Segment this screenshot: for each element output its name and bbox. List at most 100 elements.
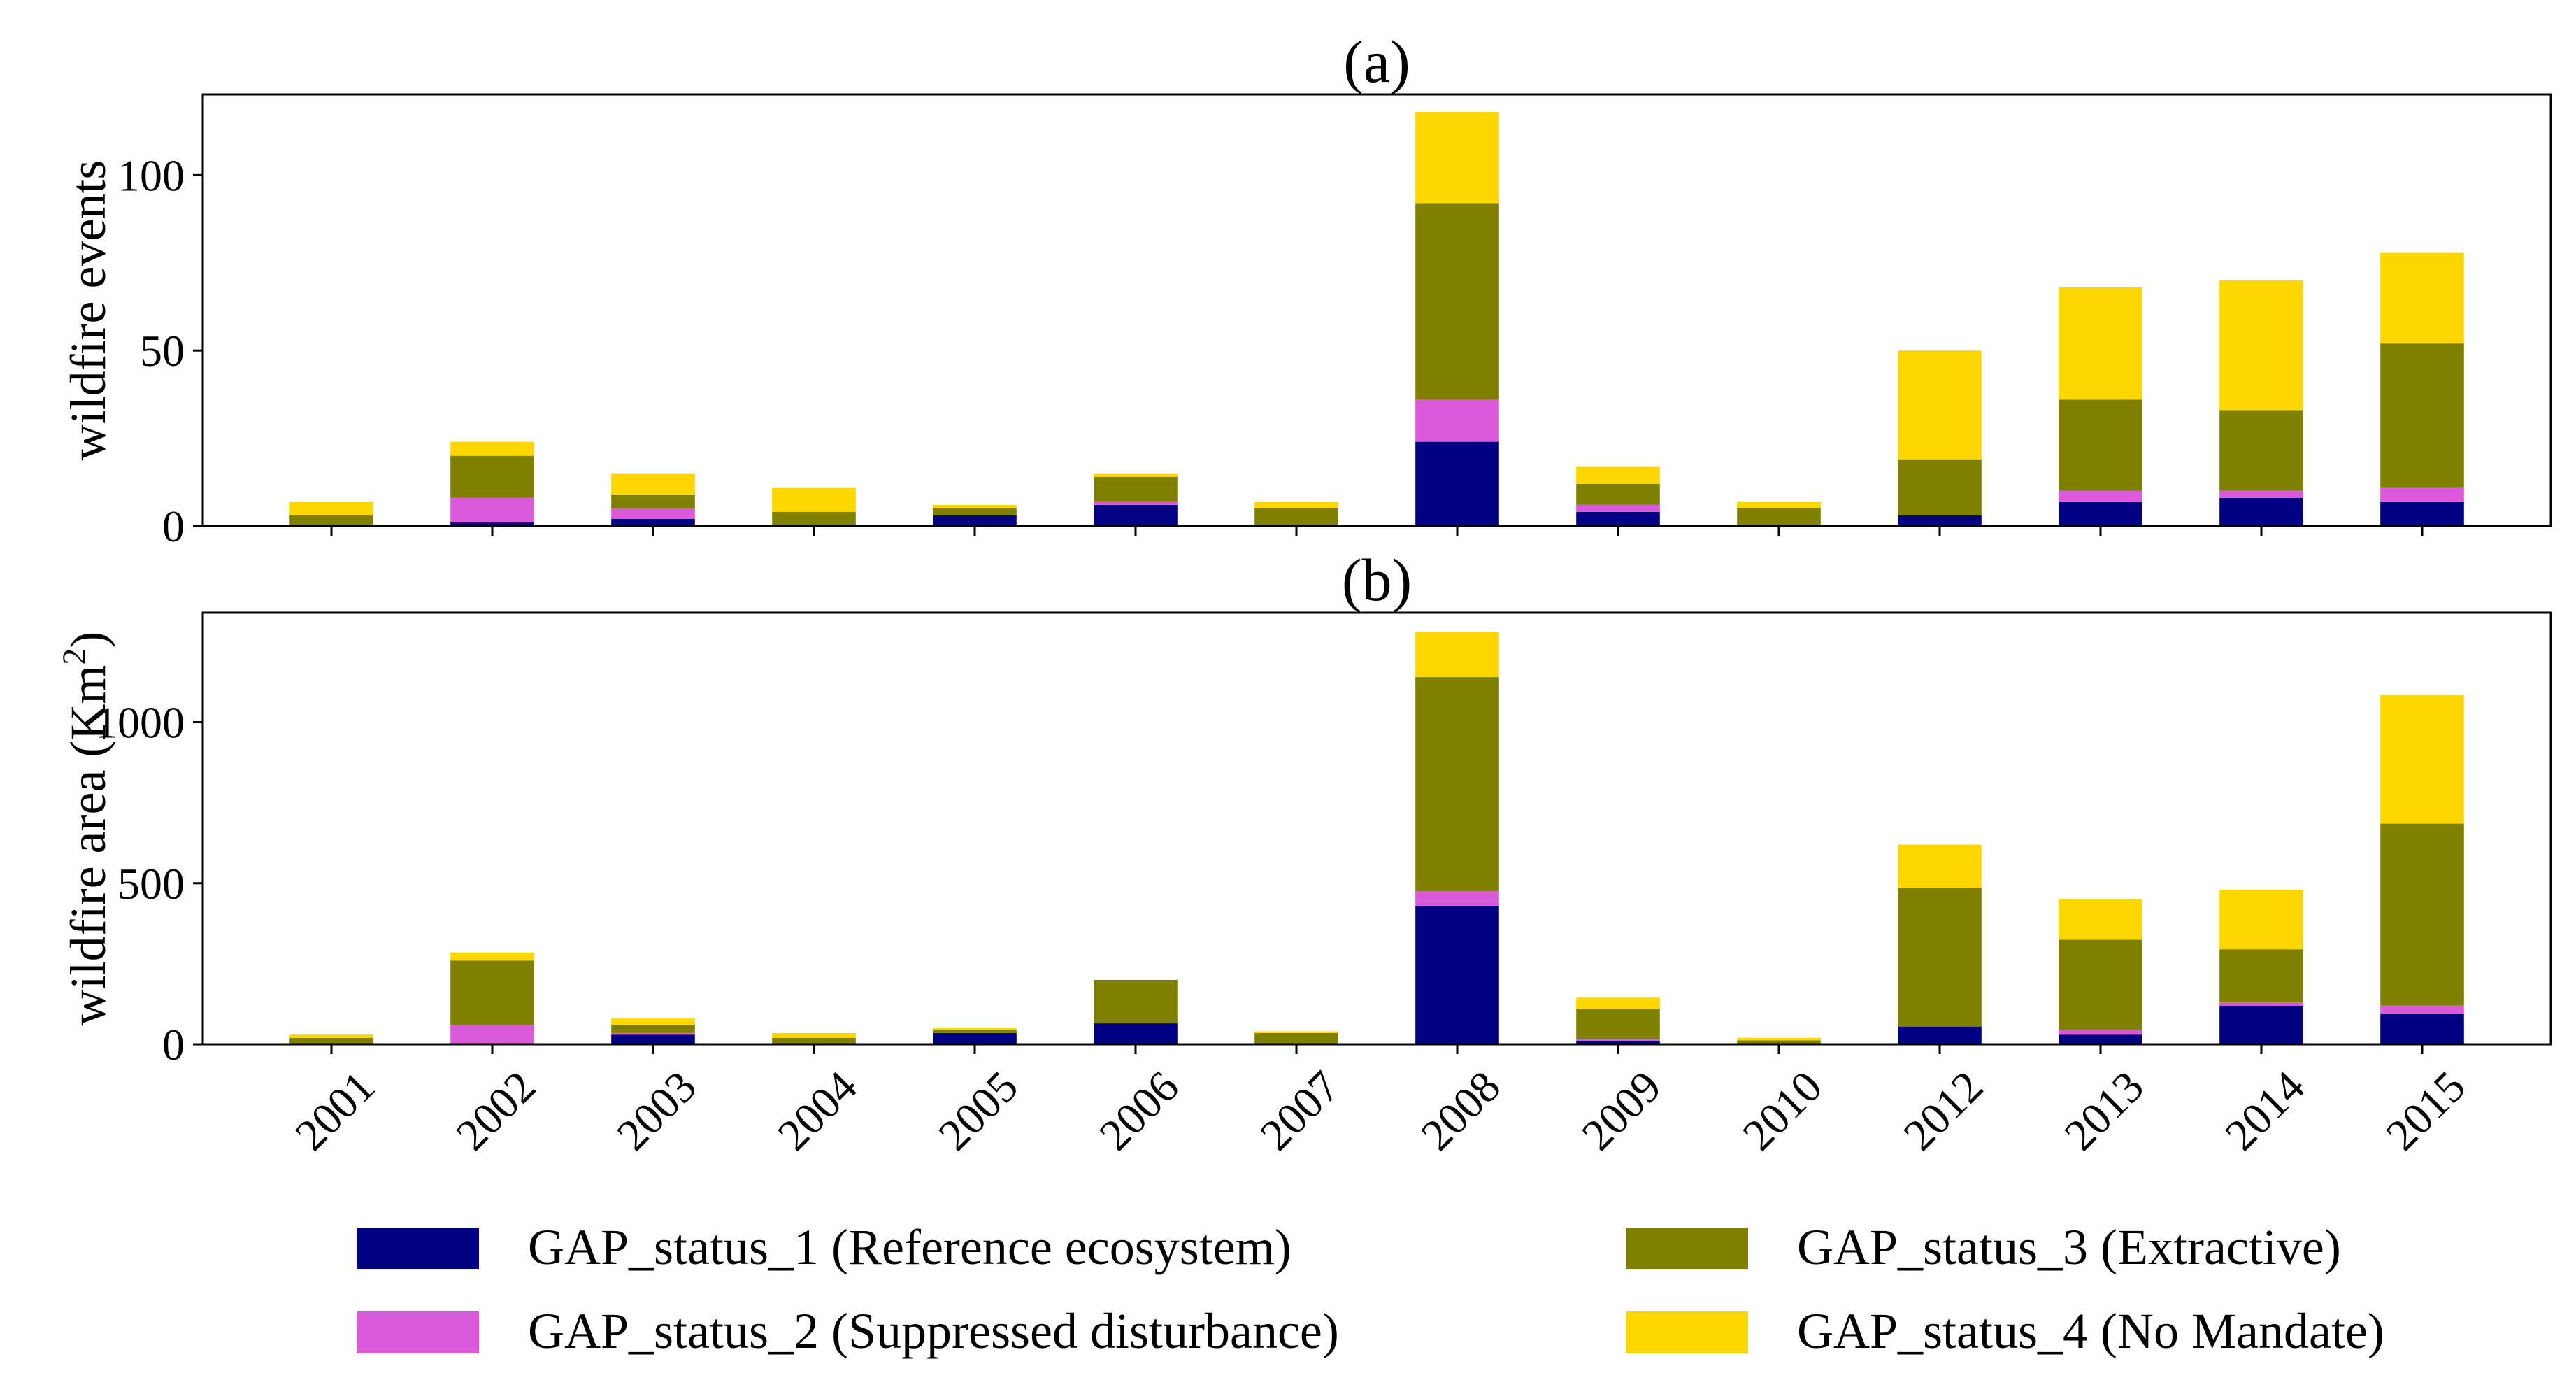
bar-segment-gap-status-3: [289, 515, 373, 526]
chart-title: (a): [1343, 28, 1410, 95]
x-tick-label: 2002: [446, 1061, 545, 1160]
y-tick-label: 500: [117, 859, 185, 909]
y-tick-label: 100: [117, 150, 185, 200]
chart-panel-b: (b) wildfire area (Km2) 2001 2002 2003 2004 20…: [56, 546, 2552, 1160]
bar-segment-gap-status-4: [2219, 280, 2303, 411]
bar-segment-gap-status-4: [1576, 997, 1660, 1009]
bar-segment-gap-status-1: [2380, 1014, 2464, 1044]
x-tick-label: 2009: [1572, 1061, 1670, 1160]
bar-segment-gap-status-3: [1415, 203, 1499, 400]
x-tick-label: 2012: [1894, 1061, 1992, 1160]
bar-segment-gap-status-1: [1898, 515, 1982, 526]
bar-segment-gap-status-4: [611, 473, 695, 495]
x-tick-label: 2013: [2054, 1061, 2153, 1160]
bar-segment-gap-status-3: [2219, 410, 2303, 491]
bar-segment-gap-status-1: [450, 522, 534, 526]
bar-segment-gap-status-4: [2059, 287, 2142, 400]
x-tick-label: 2008: [1411, 1061, 1510, 1160]
bar-segment-gap-status-2: [611, 508, 695, 519]
legend-label: GAP_status_4 (No Mandate): [1797, 1303, 2384, 1359]
legend-label: GAP_status_3 (Extractive): [1797, 1219, 2341, 1275]
bar-segment-gap-status-2: [611, 1032, 695, 1035]
bar-segment-gap-status-4: [2380, 695, 2464, 824]
bar-segment-gap-status-3: [1254, 508, 1338, 526]
bar-segment-gap-status-4: [1415, 632, 1499, 678]
bar-segment-gap-status-1: [1415, 441, 1499, 526]
bar-segment-gap-status-3: [933, 1030, 1017, 1033]
bar-segment-gap-status-3: [450, 960, 534, 1025]
y-axis-label: wildfire events: [60, 160, 116, 461]
bar-segment-gap-status-4: [1415, 112, 1499, 204]
y-tick-label: 0: [162, 1020, 185, 1069]
bar-segment-gap-status-2: [1094, 501, 1178, 505]
bar-segment-gap-status-1: [1094, 504, 1178, 526]
x-tick-label: 2005: [929, 1061, 1027, 1160]
bar-segment-gap-status-3: [1576, 483, 1660, 505]
bar-segment-gap-status-4: [772, 1032, 856, 1038]
bar-segment-gap-status-1: [2219, 497, 2303, 526]
bar-segment-gap-status-3: [772, 1037, 856, 1044]
bar-segment-gap-status-4: [289, 1034, 373, 1038]
y-tick-label: 50: [140, 326, 185, 376]
bar-segment-gap-status-1: [1415, 906, 1499, 1044]
bar-segment-gap-status-1: [2219, 1005, 2303, 1044]
legend-swatch-gap-status-4: [1626, 1311, 1748, 1353]
legend-swatch-gap-status-2: [357, 1311, 479, 1353]
bar-segment-gap-status-3: [289, 1037, 373, 1044]
x-tick-label: 2014: [2215, 1061, 2314, 1160]
bar-segment-gap-status-2: [1415, 891, 1499, 906]
bar-segment-gap-status-2: [2059, 1030, 2142, 1035]
legend-label: GAP_status_1 (Reference ecosystem): [528, 1219, 1291, 1275]
legend-label: GAP_status_2 (Suppressed disturbance): [528, 1303, 1339, 1359]
bar-segment-gap-status-4: [772, 487, 856, 512]
bar-segment-gap-status-3: [2380, 343, 2464, 488]
bar-segment-gap-status-3: [772, 511, 856, 526]
bar-segment-gap-status-2: [2219, 1002, 2303, 1006]
x-tick-label: 2003: [607, 1061, 706, 1160]
bar-segment-gap-status-4: [2380, 252, 2464, 344]
bar-segment-gap-status-2: [1576, 1039, 1660, 1041]
bar-segment-gap-status-4: [450, 441, 534, 456]
y-axis-label: wildfire area (Km2): [56, 632, 116, 1026]
bar-segment-gap-status-4: [289, 501, 373, 515]
plot-frame: [201, 611, 2552, 1046]
bar-segment-gap-status-3: [1094, 476, 1178, 502]
bar-segment-gap-status-1: [1898, 1026, 1982, 1044]
legend-swatch-gap-status-1: [357, 1228, 479, 1269]
bar-segment-gap-status-1: [933, 515, 1017, 526]
x-tick-label: 2015: [2376, 1061, 2475, 1160]
x-tick-label: 2006: [1089, 1061, 1188, 1160]
bar-segment-gap-status-2: [1576, 504, 1660, 512]
y-tick-label: 0: [162, 502, 185, 551]
legend: GAP_status_1 (Reference ecosystem) GAP_st…: [357, 1219, 2384, 1359]
bar-segment-gap-status-1: [2380, 501, 2464, 526]
chart-title: (b): [1342, 546, 1412, 613]
bar-segment-gap-status-4: [1576, 466, 1660, 484]
bar-segment-gap-status-4: [1898, 350, 1982, 460]
bar-segment-gap-status-3: [2059, 399, 2142, 491]
bar-segment-gap-status-2: [2380, 1005, 2464, 1014]
bar-segment-gap-status-3: [2380, 823, 2464, 1006]
bar-segment-gap-status-3: [1576, 1009, 1660, 1040]
x-tick-label: 2010: [1733, 1061, 1831, 1160]
bar-segment-gap-status-2: [2380, 487, 2464, 502]
bar-segment-gap-status-2: [450, 1025, 534, 1044]
bar-segment-gap-status-1: [1576, 1041, 1660, 1044]
bar-segment-gap-status-1: [933, 1032, 1017, 1044]
bar-segment-gap-status-2: [1415, 399, 1499, 442]
x-tick-label: 2001: [285, 1061, 384, 1160]
bar-segment-gap-status-3: [611, 494, 695, 508]
bar-segment-gap-status-3: [2059, 939, 2142, 1030]
legend-swatch-gap-status-3: [1626, 1228, 1748, 1269]
bar-segment-gap-status-3: [1898, 888, 1982, 1027]
bar-segment-gap-status-1: [611, 518, 695, 526]
bar-segment-gap-status-4: [1254, 1031, 1338, 1033]
bar-segment-gap-status-4: [1737, 1037, 1821, 1041]
x-tick-label: 2007: [1250, 1061, 1349, 1160]
bar-segment-gap-status-3: [1094, 979, 1178, 1024]
bar-segment-gap-status-4: [1737, 501, 1821, 508]
bar-segment-gap-status-4: [2059, 899, 2142, 940]
bar-segment-gap-status-3: [933, 508, 1017, 515]
y-tick-label: 1000: [95, 698, 185, 748]
bar-segment-gap-status-1: [2059, 501, 2142, 526]
